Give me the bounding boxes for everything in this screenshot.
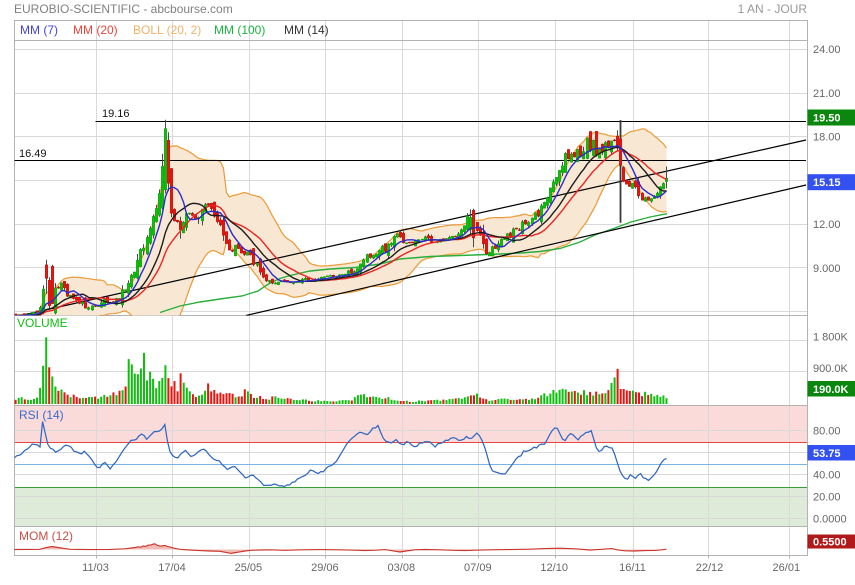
svg-text:21.00: 21.00 — [813, 88, 841, 100]
svg-text:MM (14): MM (14) — [284, 23, 329, 37]
svg-text:15.15: 15.15 — [813, 177, 841, 189]
svg-text:MM (7): MM (7) — [20, 23, 58, 37]
svg-text:190.0K: 190.0K — [813, 384, 849, 396]
svg-text:900.0K: 900.0K — [813, 363, 849, 375]
svg-text:EUROBIO-SCIENTIFIC - abcbourse: EUROBIO-SCIENTIFIC - abcbourse.com — [14, 2, 233, 16]
svg-text:1 AN - JOUR: 1 AN - JOUR — [738, 2, 808, 16]
svg-text:25/05: 25/05 — [235, 562, 263, 574]
svg-text:53.75: 53.75 — [813, 448, 841, 460]
svg-text:BOLL (20, 2): BOLL (20, 2) — [133, 23, 201, 37]
svg-text:MOM (12): MOM (12) — [19, 529, 73, 543]
svg-text:40.00: 40.00 — [813, 469, 841, 481]
svg-text:12/10: 12/10 — [540, 562, 568, 574]
svg-text:19.50: 19.50 — [813, 113, 841, 125]
svg-text:1 800K: 1 800K — [813, 332, 849, 344]
svg-text:29/06: 29/06 — [311, 562, 339, 574]
svg-text:07/09: 07/09 — [464, 562, 492, 574]
svg-text:0.0000: 0.0000 — [813, 514, 847, 526]
svg-text:9.000: 9.000 — [813, 263, 841, 275]
svg-text:20.00: 20.00 — [813, 491, 841, 503]
svg-text:24.00: 24.00 — [813, 44, 841, 56]
svg-text:12.00: 12.00 — [813, 219, 841, 231]
svg-text:0.5500: 0.5500 — [813, 537, 847, 549]
svg-text:11/03: 11/03 — [82, 562, 109, 574]
svg-text:16/11: 16/11 — [619, 562, 646, 574]
svg-text:26/01: 26/01 — [773, 562, 801, 574]
svg-text:MM (100): MM (100) — [214, 23, 265, 37]
svg-text:VOLUME: VOLUME — [17, 316, 68, 330]
svg-text:17/04: 17/04 — [158, 562, 186, 574]
svg-text:22/12: 22/12 — [696, 562, 724, 574]
svg-text:19.16: 19.16 — [102, 108, 130, 120]
svg-text:80.00: 80.00 — [813, 426, 841, 438]
svg-text:18.00: 18.00 — [813, 132, 841, 144]
svg-text:16.49: 16.49 — [19, 148, 47, 160]
svg-text:RSI (14): RSI (14) — [19, 408, 64, 422]
svg-text:MM (20): MM (20) — [73, 23, 118, 37]
svg-text:03/08: 03/08 — [388, 562, 416, 574]
